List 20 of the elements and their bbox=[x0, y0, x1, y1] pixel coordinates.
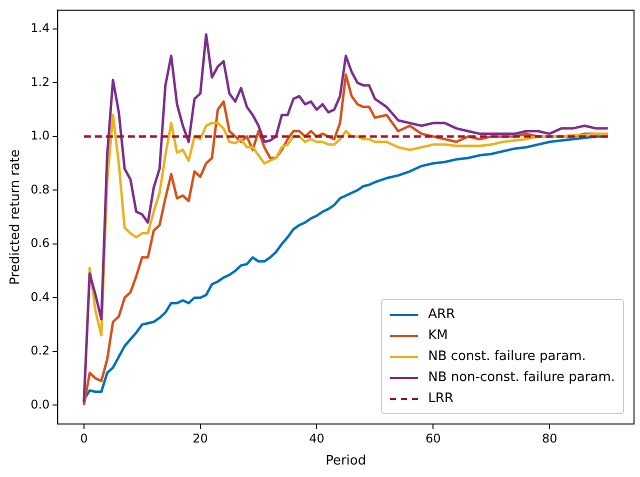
y-tick-label: 1.0 bbox=[30, 128, 50, 143]
x-tick-label: 0 bbox=[80, 431, 88, 446]
y-tick-label: 0.2 bbox=[30, 344, 50, 358]
legend-label: ARR bbox=[428, 307, 456, 322]
x-tick-label: 20 bbox=[192, 431, 208, 446]
y-axis-title: Predicted return rate bbox=[8, 149, 24, 285]
x-axis-title: Period bbox=[326, 454, 366, 469]
y-tick-label: 0.6 bbox=[30, 236, 50, 250]
legend-label: NB non-const. failure param. bbox=[428, 370, 615, 385]
x-tick-label: 40 bbox=[309, 431, 324, 446]
y-tick-label: 1.2 bbox=[30, 74, 50, 89]
y-tick-label: 0.4 bbox=[30, 290, 50, 304]
x-tick-label: 80 bbox=[542, 431, 558, 446]
y-tick-label: 0.0 bbox=[30, 397, 50, 412]
legend-label: LRR bbox=[428, 391, 454, 406]
y-tick-label: 0.8 bbox=[30, 182, 50, 196]
legend-label: KM bbox=[428, 328, 448, 343]
legend-label: NB const. failure param. bbox=[428, 349, 586, 364]
y-tick-label: 1.4 bbox=[30, 21, 50, 36]
x-tick-label: 60 bbox=[426, 431, 441, 446]
